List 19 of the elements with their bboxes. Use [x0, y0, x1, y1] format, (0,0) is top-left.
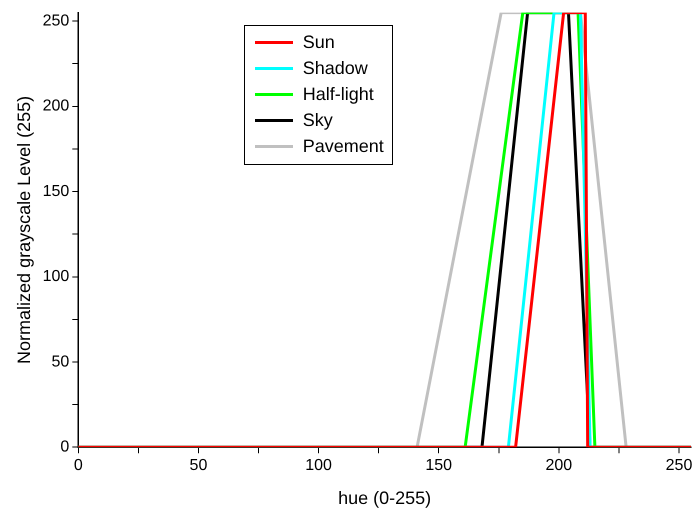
y-tick-label: 150 — [42, 182, 70, 200]
legend-label: Half-light — [302, 84, 374, 106]
x-tick-label: 250 — [666, 457, 692, 474]
x-tick-label: 200 — [545, 457, 572, 474]
x-tick-label: 50 — [190, 457, 208, 474]
x-tick-label: 150 — [425, 457, 452, 474]
legend-label: Pavement — [302, 136, 384, 158]
y-tick-label: 0 — [60, 438, 70, 456]
x-tick-label: 100 — [305, 457, 332, 474]
y-tick-label: 200 — [42, 98, 70, 115]
y-tick-label: 250 — [42, 12, 70, 30]
y-tick-label: 50 — [52, 353, 70, 370]
legend-label: Sun — [302, 32, 335, 54]
y-tick-label: 100 — [42, 268, 70, 286]
legend-label: Sky — [302, 110, 333, 132]
x-axis-title: hue (0-255) — [338, 488, 432, 508]
y-axis-title: Normalized grayscale Level (255) — [14, 96, 34, 364]
legend-label: Shadow — [302, 58, 368, 80]
x-tick-label: 0 — [74, 457, 83, 474]
